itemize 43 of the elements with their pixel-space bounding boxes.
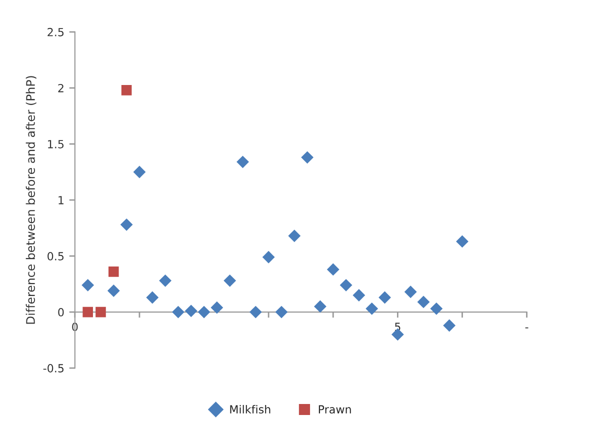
- point: [121, 85, 132, 96]
- point: [417, 296, 430, 308]
- point: [82, 306, 93, 318]
- point: [120, 218, 133, 231]
- point: [430, 302, 443, 315]
- point: [301, 151, 314, 164]
- y-tick-label: 0: [58, 308, 64, 316]
- point: [146, 291, 159, 304]
- point: [262, 250, 275, 264]
- point: [96, 306, 106, 318]
- point: [378, 291, 391, 304]
- y-axis-title: Difference between before and after (PhP): [26, 76, 36, 324]
- point: [133, 166, 146, 178]
- y-tick-label: -0.5: [43, 364, 64, 372]
- y-tick-label: 1: [58, 196, 64, 204]
- point: [288, 230, 301, 242]
- point: [184, 304, 198, 318]
- point: [404, 286, 417, 298]
- point: [82, 278, 94, 292]
- point: [107, 284, 120, 297]
- point: [366, 302, 378, 315]
- point: [236, 156, 249, 168]
- point: [326, 263, 340, 276]
- y-tick-label: 2.5: [48, 28, 64, 36]
- point: [275, 306, 288, 318]
- point: [443, 319, 456, 332]
- point: [352, 289, 366, 302]
- point: [108, 266, 119, 277]
- point: [314, 300, 326, 313]
- point: [340, 278, 352, 292]
- point: [172, 306, 184, 318]
- point: [159, 274, 172, 287]
- y-tick-label: 2: [58, 84, 64, 92]
- x-tick-label: -: [525, 327, 528, 328]
- point: [210, 301, 224, 314]
- legend-label: Prawn: [318, 405, 351, 414]
- point: [456, 235, 468, 248]
- legend-label: Milkfish: [230, 404, 270, 414]
- point: [249, 306, 262, 318]
- y-tick-label: 1.5: [48, 140, 64, 148]
- y-tick-label: 0.5: [48, 252, 64, 260]
- point: [198, 306, 210, 318]
- point: [224, 274, 236, 287]
